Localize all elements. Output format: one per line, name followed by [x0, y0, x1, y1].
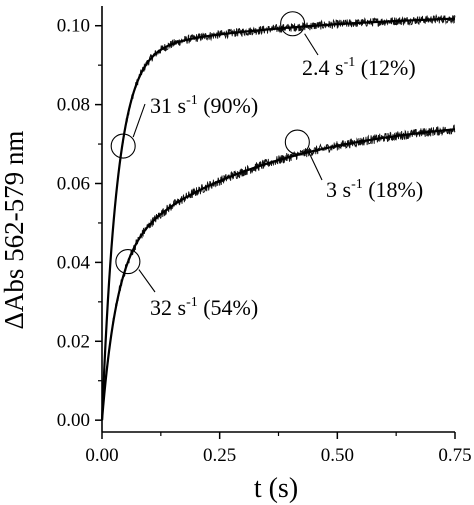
annotation-circle	[115, 249, 141, 275]
annotation-rate: 31 s	[150, 93, 186, 118]
annotation-label: 32 s-1 (54%)	[150, 295, 258, 320]
annotation-percent: (18%)	[363, 177, 423, 202]
axes-layer: 0.00 0.25 0.50 0.75 0.00 0.02 0.04 0.06 0.08 0.10	[57, 6, 472, 466]
annotation-leader	[138, 269, 156, 293]
annotation-percent: (12%)	[355, 55, 415, 80]
annotation-leader	[304, 33, 319, 56]
fit-line-1	[100, 17, 456, 421]
annotation-rate: 32 s	[150, 295, 186, 320]
y-tick-label: 0.08	[57, 95, 90, 116]
x-tick-label: 0.75	[438, 445, 471, 466]
annotation-superscript: -1	[186, 93, 198, 108]
annotation-circle	[280, 11, 306, 37]
annotation-rate: 2.4 s	[302, 55, 344, 80]
annotation-superscript: -1	[186, 295, 198, 310]
y-tick-label: 0.00	[57, 410, 90, 431]
x-tick-label: 0.00	[85, 445, 118, 466]
annotation-layer: 2.4 s-1 (12%)31 s-1 (90%)3 s-1 (18%)32 s…	[110, 11, 423, 320]
annotation-circle	[110, 133, 136, 159]
y-tick-label: 0.10	[57, 16, 90, 37]
annotation-superscript: -1	[344, 55, 356, 70]
fit-line-2	[100, 128, 456, 421]
x-tick-label: 0.25	[203, 445, 236, 466]
annotation-label: 2.4 s-1 (12%)	[302, 55, 416, 80]
annotation-percent: (54%)	[198, 295, 258, 320]
annotation-leader	[132, 103, 146, 138]
annotation-percent: (90%)	[198, 93, 258, 118]
annotation-label: 3 s-1 (18%)	[326, 177, 423, 202]
fit-layer	[100, 17, 456, 421]
annotation-label: 31 s-1 (90%)	[150, 93, 258, 118]
y-tick-label: 0.06	[57, 174, 90, 195]
y-tick-label: 0.02	[57, 331, 90, 352]
data-trace-2	[101, 124, 456, 421]
annotation-circle	[284, 129, 310, 155]
y-tick-label: 0.04	[57, 252, 91, 273]
x-tick-label: 0.50	[321, 445, 354, 466]
annotation-leader	[307, 150, 323, 181]
x-axis-label: t (s)	[254, 473, 298, 504]
y-axis-label: ΔAbs 562-579 nm	[0, 131, 29, 330]
annotation-rate: 3 s	[326, 177, 351, 202]
annotation-superscript: -1	[351, 177, 363, 192]
